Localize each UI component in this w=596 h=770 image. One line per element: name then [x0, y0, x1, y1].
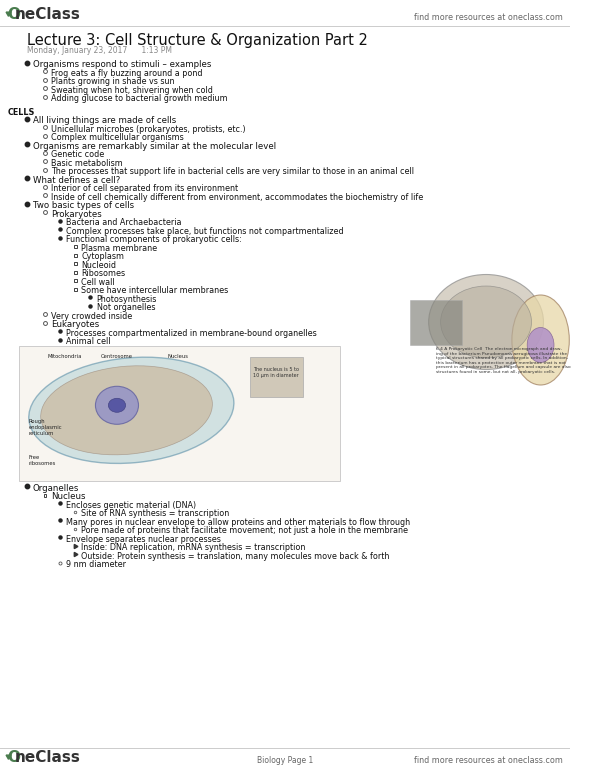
Ellipse shape	[429, 274, 544, 370]
Bar	[74, 280, 77, 282]
Text: O: O	[8, 750, 21, 765]
Text: Genetic code: Genetic code	[51, 150, 104, 159]
Text: Complex processes take place, but functions not compartmentalized: Complex processes take place, but functi…	[66, 226, 344, 236]
Text: Outside: Protein synthesis = translation, many molecules move back & forth: Outside: Protein synthesis = translation…	[81, 551, 390, 561]
Text: Site of RNA synthesis = transcription: Site of RNA synthesis = transcription	[81, 509, 229, 518]
Text: The processes that support life in bacterial cells are very similar to those in : The processes that support life in bacte…	[51, 167, 414, 176]
Text: Organelles: Organelles	[33, 484, 79, 493]
Text: Frog eats a fly buzzing around a pond: Frog eats a fly buzzing around a pond	[51, 69, 202, 78]
Text: 9 nm diameter: 9 nm diameter	[66, 560, 126, 569]
Text: Free
ribosomes: Free ribosomes	[29, 455, 56, 466]
Text: Bacteria and Archaebacteria: Bacteria and Archaebacteria	[66, 218, 182, 227]
Text: Cell wall: Cell wall	[81, 277, 115, 286]
Text: Prokaryotes: Prokaryotes	[51, 209, 101, 219]
Text: Rough
endoplasmic
reticulum: Rough endoplasmic reticulum	[29, 419, 63, 436]
Text: What defines a cell?: What defines a cell?	[33, 176, 120, 185]
Ellipse shape	[108, 398, 126, 412]
Ellipse shape	[512, 295, 569, 385]
Text: Basic metabolism: Basic metabolism	[51, 159, 122, 168]
Text: The nucleus is 5 to
10 μm in diameter: The nucleus is 5 to 10 μm in diameter	[253, 367, 299, 378]
Ellipse shape	[527, 327, 554, 363]
Text: Plasma membrane: Plasma membrane	[81, 243, 157, 253]
Bar	[74, 271, 77, 273]
Text: Inside of cell chemically different from environment, accommodates the biochemis: Inside of cell chemically different from…	[51, 192, 423, 202]
Text: Pore made of proteins that facilitate movement; not just a hole in the membrane: Pore made of proteins that facilitate mo…	[81, 526, 408, 535]
Text: Many pores in nuclear envelope to allow proteins and other materials to flow thr: Many pores in nuclear envelope to allow …	[66, 517, 410, 527]
Text: Inside: DNA replication, mRNA synthesis = transcription: Inside: DNA replication, mRNA synthesis …	[81, 543, 306, 552]
Bar	[74, 246, 77, 248]
Text: Not organelles: Not organelles	[97, 303, 155, 312]
Text: Interior of cell separated from its environment: Interior of cell separated from its envi…	[51, 184, 238, 193]
Text: Unicellular microbes (prokaryotes, protists, etc.): Unicellular microbes (prokaryotes, proti…	[51, 125, 246, 133]
Text: neClass: neClass	[15, 7, 81, 22]
Text: Encloses genetic material (DNA): Encloses genetic material (DNA)	[66, 500, 196, 510]
Text: Biology Page 1: Biology Page 1	[257, 756, 313, 765]
Text: Very crowded inside: Very crowded inside	[51, 312, 132, 320]
Text: Adding glucose to bacterial growth medium: Adding glucose to bacterial growth mediu…	[51, 94, 227, 103]
Text: Nucleus: Nucleus	[167, 353, 188, 359]
Text: 6.4 A Prokaryotic Cell  The electron micrograph and draw-
ing of the bacterium P: 6.4 A Prokaryotic Cell The electron micr…	[436, 347, 570, 374]
Text: neClass: neClass	[15, 750, 81, 765]
Text: All living things are made of cells: All living things are made of cells	[33, 116, 176, 125]
Bar	[74, 254, 77, 256]
Text: Envelope separates nuclear processes: Envelope separates nuclear processes	[66, 534, 221, 544]
Ellipse shape	[440, 286, 532, 358]
Ellipse shape	[29, 357, 234, 464]
Text: Mitochondria: Mitochondria	[48, 353, 82, 359]
Text: Nucleoid: Nucleoid	[81, 260, 116, 269]
Text: Functional components of prokaryotic cells:: Functional components of prokaryotic cel…	[66, 235, 242, 244]
Text: Complex multicellular organisms: Complex multicellular organisms	[51, 133, 184, 142]
Text: Organisms respond to stimuli – examples: Organisms respond to stimuli – examples	[33, 60, 211, 69]
Text: Ribosomes: Ribosomes	[81, 269, 125, 278]
Text: Organisms are remarkably similar at the molecular level: Organisms are remarkably similar at the …	[33, 142, 276, 150]
Text: Some have intercellular membranes: Some have intercellular membranes	[81, 286, 229, 295]
Text: Monday, January 23, 2017      1:13 PM: Monday, January 23, 2017 1:13 PM	[27, 46, 172, 55]
Text: CELLS: CELLS	[8, 108, 35, 116]
Text: Cytoplasm: Cytoplasm	[81, 252, 125, 261]
Text: Animal cell: Animal cell	[66, 337, 110, 346]
Bar	[409, 300, 462, 345]
Text: Two basic types of cells: Two basic types of cells	[33, 201, 134, 210]
Text: Photosynthesis: Photosynthesis	[97, 294, 157, 303]
Ellipse shape	[95, 387, 138, 424]
Bar	[44, 494, 46, 497]
Bar	[74, 288, 77, 290]
Bar	[250, 357, 303, 397]
Text: Eukaryotes: Eukaryotes	[51, 320, 99, 329]
Text: O: O	[8, 7, 21, 22]
Text: Sweating when hot, shivering when cold: Sweating when hot, shivering when cold	[51, 85, 213, 95]
Text: Centrosome: Centrosome	[101, 353, 132, 359]
Text: find more resources at oneclass.com: find more resources at oneclass.com	[414, 756, 563, 765]
Text: Processes compartmentalized in membrane-bound organelles: Processes compartmentalized in membrane-…	[66, 329, 316, 337]
Text: find more resources at oneclass.com: find more resources at oneclass.com	[414, 13, 563, 22]
Text: Plants growing in shade vs sun: Plants growing in shade vs sun	[51, 77, 174, 86]
Bar	[19, 346, 340, 480]
Text: Nucleus: Nucleus	[51, 492, 85, 501]
Bar	[74, 263, 77, 265]
Text: Lecture 3: Cell Structure & Organization Part 2: Lecture 3: Cell Structure & Organization…	[27, 33, 368, 48]
Ellipse shape	[41, 366, 212, 455]
